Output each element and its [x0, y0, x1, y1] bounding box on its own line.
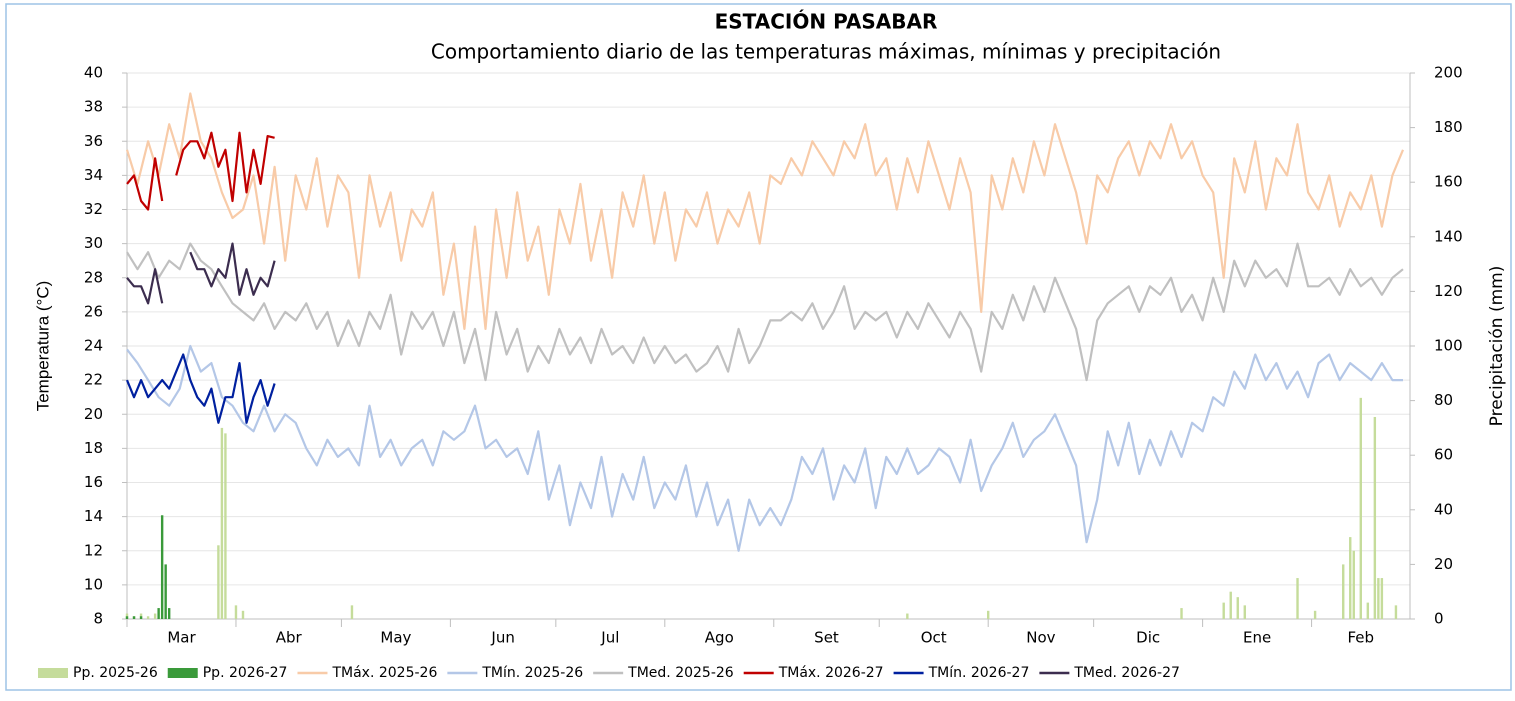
x-tick-label: Abr	[276, 629, 303, 647]
precip-bar	[986, 610, 990, 619]
precip-bar	[125, 616, 129, 619]
legend-label: TMáx. 2025-26	[331, 665, 437, 681]
precip-bar	[1394, 605, 1398, 619]
y2-tick-label: 140	[1434, 227, 1463, 245]
y-tick-label: 16	[84, 473, 103, 491]
precip-bar	[153, 613, 157, 619]
precip-bar	[1229, 591, 1232, 619]
y2-tick-label: 160	[1434, 173, 1463, 191]
x-tick-label: Ago	[705, 629, 734, 647]
y-tick-label: 28	[84, 268, 103, 286]
precip-bar	[1366, 602, 1370, 619]
y2-tick-label: 120	[1434, 282, 1463, 300]
y-tick-label: 30	[84, 234, 103, 252]
legend-swatch	[38, 668, 68, 678]
legend-label: TMáx. 2026-27	[778, 665, 884, 681]
precip-bar	[167, 608, 171, 619]
precip-bar	[1373, 416, 1377, 619]
precip-bar	[160, 515, 164, 619]
y-tick-label: 26	[84, 302, 103, 320]
precip-bar	[906, 613, 909, 619]
y-tick-label: 18	[84, 439, 103, 457]
precip-bar	[1222, 602, 1225, 619]
precip-bar	[132, 616, 136, 619]
precip-bar	[220, 427, 224, 619]
x-tick-label: Mar	[167, 629, 196, 647]
legend-swatch	[167, 668, 198, 678]
precip-bar	[1296, 578, 1299, 619]
y-tick-label: 32	[84, 200, 103, 218]
y-tick-label: 36	[84, 132, 103, 150]
y2-tick-label: 60	[1434, 446, 1453, 464]
y-axis-label: Temperatura (°C)	[33, 281, 52, 412]
temperature-line	[125, 353, 276, 424]
precip-bar	[350, 605, 354, 619]
precip-bar	[1243, 605, 1246, 619]
y2-tick-label: 0	[1434, 610, 1444, 628]
x-tick-label: Ene	[1243, 629, 1271, 647]
temperature-line	[126, 242, 276, 305]
y2-tick-label: 180	[1434, 118, 1463, 136]
chart-border	[5, 3, 1512, 691]
y-tick-label: 22	[84, 371, 103, 389]
y-tick-label: 34	[84, 166, 103, 184]
legend-label: TMín. 2025-26	[481, 665, 583, 681]
precip-bar	[1352, 550, 1355, 619]
precip-bar	[139, 616, 143, 619]
y2-tick-label: 80	[1434, 391, 1453, 409]
y2-tick-label: 200	[1434, 64, 1463, 82]
y2-tick-label: 40	[1434, 500, 1453, 518]
x-tick-label: May	[380, 629, 411, 647]
precip-bar	[234, 605, 238, 619]
y-tick-label: 20	[84, 405, 103, 423]
precip-bar	[1342, 564, 1345, 619]
precip-bar	[1313, 610, 1317, 619]
precip-bar	[241, 610, 245, 619]
precip-bar	[1377, 578, 1380, 619]
precip-bar	[1349, 537, 1352, 619]
precip-bar	[1380, 578, 1384, 619]
x-tick-label: Jun	[490, 629, 514, 647]
precip-bar	[217, 545, 220, 619]
y2-tick-label: 100	[1434, 337, 1463, 355]
legend-label: TMed. 2025-26	[627, 665, 734, 681]
legend-label: TMed. 2026-27	[1073, 665, 1180, 681]
chart-title: ESTACIÓN PASABAR	[715, 10, 938, 34]
y2-axis-label: Precipitación (mm)	[1487, 266, 1507, 427]
y-tick-label: 10	[84, 575, 103, 593]
x-tick-label: Jul	[600, 629, 619, 647]
precip-bar	[224, 433, 227, 619]
x-tick-label: Nov	[1026, 629, 1055, 647]
x-tick-label: Feb	[1348, 629, 1375, 647]
y-tick-label: 40	[84, 64, 103, 82]
precip-bar	[1359, 397, 1362, 619]
temperature-line	[125, 92, 1405, 330]
x-tick-label: Oct	[921, 629, 947, 647]
precip-bar	[1180, 608, 1183, 619]
temperature-line	[126, 131, 275, 211]
temperature-line	[126, 242, 1404, 382]
precip-bar	[164, 564, 167, 619]
y-tick-label: 14	[84, 507, 103, 525]
precip-bar	[146, 616, 150, 619]
y-tick-label: 24	[84, 337, 103, 355]
x-tick-label: Set	[814, 629, 839, 647]
y-tick-label: 12	[84, 541, 103, 559]
legend-label: TMín. 2026-27	[928, 665, 1030, 681]
y-tick-label: 38	[84, 98, 103, 116]
chart-subtitle: Comportamiento diario de las temperatura…	[431, 40, 1221, 64]
temperature-line	[126, 344, 1403, 552]
y-tick-label: 8	[93, 610, 103, 628]
precip-bar	[157, 608, 160, 619]
x-tick-label: Dic	[1136, 629, 1160, 647]
legend-label: Pp. 2026-27	[203, 665, 288, 681]
y2-tick-label: 20	[1434, 555, 1453, 573]
legend-label: Pp. 2025-26	[73, 665, 158, 681]
precip-bar	[1236, 597, 1239, 619]
